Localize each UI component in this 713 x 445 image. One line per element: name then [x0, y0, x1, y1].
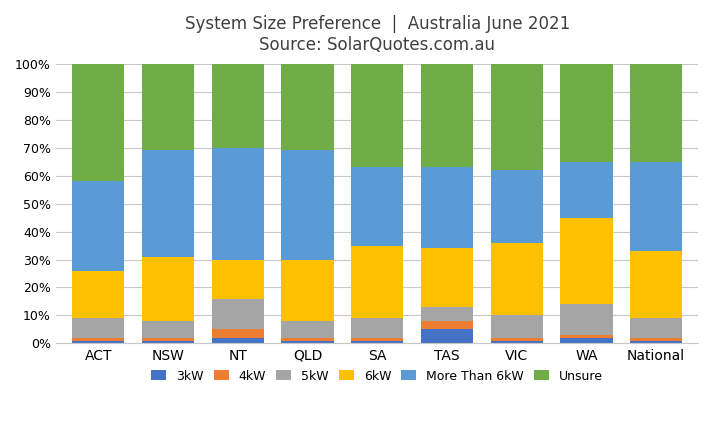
Bar — [72, 271, 125, 318]
Bar — [212, 299, 264, 329]
Bar — [491, 170, 543, 243]
Bar — [560, 304, 612, 335]
Bar — [282, 64, 334, 150]
Bar — [491, 64, 543, 170]
Bar — [212, 148, 264, 259]
Bar — [282, 340, 334, 344]
Bar — [351, 318, 404, 338]
Bar — [212, 329, 264, 338]
Bar — [142, 150, 194, 257]
Bar — [142, 257, 194, 321]
Bar — [142, 338, 194, 340]
Bar — [72, 64, 125, 181]
Bar — [421, 329, 473, 344]
Bar — [282, 321, 334, 338]
Legend: 3kW, 4kW, 5kW, 6kW, More Than 6kW, Unsure: 3kW, 4kW, 5kW, 6kW, More Than 6kW, Unsur… — [146, 364, 608, 388]
Bar — [560, 218, 612, 304]
Bar — [491, 338, 543, 340]
Bar — [351, 246, 404, 318]
Bar — [560, 64, 612, 162]
Bar — [72, 340, 125, 344]
Bar — [72, 338, 125, 340]
Bar — [491, 243, 543, 316]
Bar — [421, 64, 473, 167]
Bar — [630, 64, 682, 162]
Bar — [142, 321, 194, 338]
Bar — [282, 259, 334, 321]
Bar — [630, 340, 682, 344]
Bar — [630, 251, 682, 318]
Bar — [421, 321, 473, 329]
Bar — [491, 340, 543, 344]
Bar — [560, 162, 612, 218]
Bar — [212, 64, 264, 148]
Bar — [351, 64, 404, 167]
Bar — [560, 335, 612, 338]
Bar — [630, 162, 682, 251]
Bar — [142, 64, 194, 150]
Bar — [560, 338, 612, 344]
Bar — [351, 338, 404, 340]
Bar — [630, 338, 682, 340]
Bar — [72, 318, 125, 338]
Bar — [212, 259, 264, 299]
Bar — [142, 340, 194, 344]
Bar — [421, 248, 473, 307]
Bar — [491, 316, 543, 338]
Title: System Size Preference  |  Australia June 2021
Source: SolarQuotes.com.au: System Size Preference | Australia June … — [185, 15, 570, 54]
Bar — [351, 340, 404, 344]
Bar — [630, 318, 682, 338]
Bar — [421, 167, 473, 248]
Bar — [282, 338, 334, 340]
Bar — [72, 181, 125, 271]
Bar — [351, 167, 404, 246]
Bar — [212, 338, 264, 344]
Bar — [282, 150, 334, 259]
Bar — [421, 307, 473, 321]
